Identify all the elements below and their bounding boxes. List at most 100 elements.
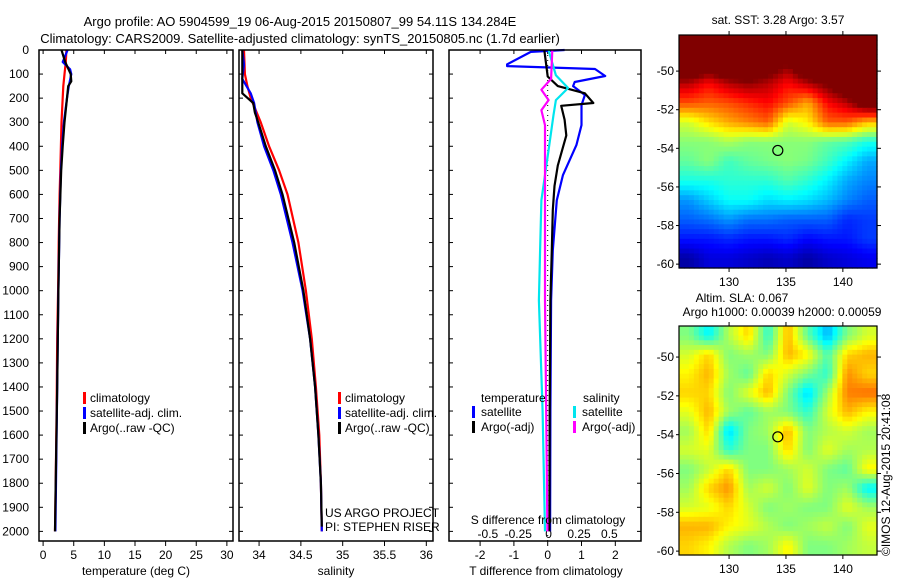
heatmap-cell xyxy=(862,373,868,380)
heatmap-cell xyxy=(723,459,730,465)
heatmap-cell xyxy=(857,219,863,225)
heatmap-cell xyxy=(817,450,824,456)
heatmap-cell xyxy=(857,459,863,465)
heatmap-cell xyxy=(683,238,690,245)
y-tick-label: 300 xyxy=(9,115,29,129)
heatmap-cell xyxy=(872,73,878,80)
heatmap-cell xyxy=(693,359,700,365)
heatmap-cell xyxy=(698,478,705,485)
heatmap-cell xyxy=(797,107,804,114)
heatmap-cell xyxy=(743,473,749,480)
heatmap-cell xyxy=(768,378,774,384)
heatmap-cell xyxy=(792,219,799,225)
heatmap-cell xyxy=(822,435,829,442)
heatmap-cell xyxy=(812,421,819,427)
heatmap-cell xyxy=(723,478,730,485)
heatmap-cell xyxy=(693,146,700,153)
heatmap-cell xyxy=(728,364,735,370)
heatmap-cell xyxy=(847,469,853,475)
heatmap-cell xyxy=(782,516,789,523)
heatmap-cell xyxy=(753,497,759,504)
heatmap-cell xyxy=(802,39,809,46)
heatmap-cell xyxy=(872,478,878,485)
heatmap-cell xyxy=(733,421,739,427)
heatmap-cell xyxy=(703,234,710,240)
heatmap-cell xyxy=(773,146,779,153)
heatmap-cell xyxy=(708,464,715,470)
heatmap-cell xyxy=(718,507,725,513)
heatmap-cell xyxy=(872,388,878,394)
heatmap-cell xyxy=(812,73,819,80)
heatmap-cell xyxy=(763,397,769,403)
heatmap-cell xyxy=(728,416,735,423)
heatmap-cell xyxy=(778,161,784,167)
heatmap-cell xyxy=(792,127,799,133)
heatmap-cell xyxy=(812,185,819,191)
heatmap-cell xyxy=(812,411,819,418)
heatmap-cell xyxy=(773,368,779,375)
heatmap-cell xyxy=(852,354,858,360)
heatmap-cell xyxy=(718,180,725,187)
heatmap-cell xyxy=(723,488,730,494)
heatmap-cell xyxy=(763,229,769,235)
heatmap-cell xyxy=(753,335,759,341)
heatmap-cell xyxy=(693,492,700,499)
heatmap-cell xyxy=(792,459,799,465)
heatmap-cell xyxy=(807,122,814,128)
heatmap-cell xyxy=(832,483,838,489)
heatmap-cell xyxy=(728,473,735,480)
heatmap-cell xyxy=(718,88,725,94)
heatmap-cell xyxy=(713,445,720,451)
heatmap-cell xyxy=(763,426,769,432)
heatmap-cell xyxy=(748,354,754,360)
heatmap-cell xyxy=(812,335,819,341)
heatmap-cell xyxy=(703,132,710,138)
heatmap-cell xyxy=(728,426,735,432)
heatmap-cell xyxy=(743,175,749,182)
heatmap-cell xyxy=(718,49,725,56)
heatmap-cell xyxy=(748,421,754,427)
heatmap-cell xyxy=(778,146,784,153)
heatmap-cell xyxy=(753,364,759,370)
heatmap-cell xyxy=(703,354,710,360)
heatmap-cell xyxy=(758,136,764,143)
heatmap-cell xyxy=(733,166,739,172)
heatmap-cell xyxy=(679,354,685,360)
heatmap-cell xyxy=(862,156,868,162)
x-tick-label: 140 xyxy=(833,562,853,576)
heatmap-cell xyxy=(852,98,858,104)
heatmap-cell xyxy=(832,219,838,225)
heatmap-cell xyxy=(679,430,685,437)
heatmap-cell xyxy=(857,195,863,201)
heatmap-cell xyxy=(837,195,843,201)
heatmap-cell xyxy=(693,253,700,259)
heatmap-cell xyxy=(782,83,789,89)
heatmap-cell xyxy=(778,531,784,537)
heatmap-cell xyxy=(683,345,690,351)
heatmap-cell xyxy=(782,349,789,356)
heatmap-cell xyxy=(723,492,730,499)
heatmap-cell xyxy=(787,229,794,235)
heatmap-cell xyxy=(827,234,834,240)
heatmap-cell xyxy=(713,473,720,480)
heatmap-cell xyxy=(743,507,749,513)
heatmap-cell xyxy=(837,397,843,403)
heatmap-cell xyxy=(698,68,705,75)
heatmap-cell xyxy=(733,195,739,201)
heatmap-cell xyxy=(713,98,720,104)
heatmap-cell xyxy=(763,68,769,75)
heatmap-cell xyxy=(753,421,759,427)
heatmap-cell xyxy=(713,229,720,235)
heatmap-cell xyxy=(713,263,720,269)
heatmap-cell xyxy=(758,335,764,341)
heatmap-cell xyxy=(693,450,700,456)
heatmap-cell xyxy=(822,54,829,60)
heatmap-cell xyxy=(797,430,804,437)
heatmap-cell xyxy=(792,175,799,182)
heatmap-cell xyxy=(817,243,824,250)
heatmap-cell xyxy=(827,478,834,485)
heatmap-cell xyxy=(723,78,730,85)
heatmap-cell xyxy=(847,488,853,494)
heatmap-cell xyxy=(713,368,720,375)
heatmap-cell xyxy=(773,229,779,235)
